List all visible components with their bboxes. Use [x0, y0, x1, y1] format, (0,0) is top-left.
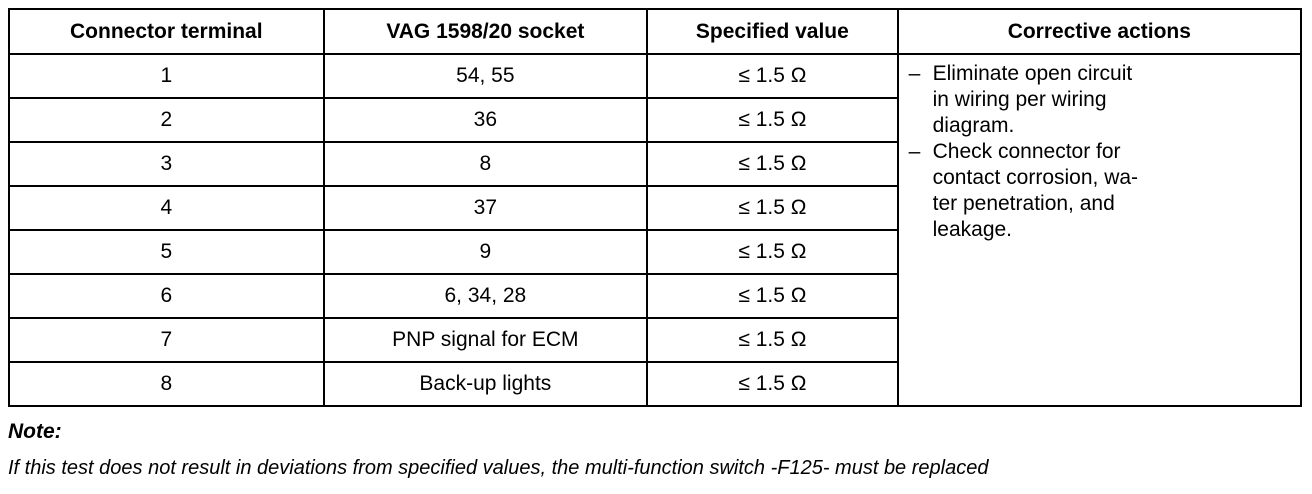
table-cell: 1	[8, 53, 325, 99]
action-line: leakage.	[932, 218, 1013, 241]
action-line: in wiring per wiring	[932, 88, 1107, 111]
table-cell: 37	[322, 185, 649, 231]
table-row: 7 PNP signal for ECM ≤ 1.5 Ω	[8, 317, 1301, 363]
actions-cell: Eliminate open circuit in wiring per wiri…	[896, 53, 1303, 407]
table-cell: 6, 34, 28	[322, 273, 649, 319]
action-line: diagram.	[932, 114, 1015, 137]
table-cell: 5	[8, 229, 325, 275]
header-cell: VAG 1598/20 socket	[322, 8, 649, 55]
table-cell: Back-up lights	[322, 361, 649, 407]
table-cell: ≤ 1.5 Ω	[646, 229, 899, 275]
action-line: Eliminate open circuit	[932, 62, 1133, 85]
action-line: Check connector for	[932, 140, 1121, 163]
table-cell: ≤ 1.5 Ω	[646, 317, 899, 363]
header-cell: Connector terminal	[8, 8, 325, 55]
table-cell: 3	[8, 141, 325, 187]
header-row: Connector terminal VAG 1598/20 socket Spec…	[8, 8, 1303, 55]
table-row: 5 9 ≤ 1.5 Ω	[8, 229, 1301, 275]
action-line: contact corrosion, wa-	[932, 166, 1139, 189]
note-title: Note:	[8, 420, 62, 443]
data-table: Connector terminal VAG 1598/20 socket Spec…	[8, 8, 1303, 407]
table-cell: 6	[8, 273, 325, 319]
table-cell: 8	[8, 361, 325, 407]
table-row: 8 Back-up lights ≤ 1.5 Ω	[8, 361, 1301, 407]
table-cell: ≤ 1.5 Ω	[646, 273, 899, 319]
header-cell: Specified value	[646, 8, 899, 55]
table-cell: 4	[8, 185, 325, 231]
table-cell: 54, 55	[322, 53, 649, 99]
table-cell: ≤ 1.5 Ω	[646, 185, 899, 231]
table-cell: PNP signal for ECM	[322, 317, 649, 363]
table-cell: 9	[322, 229, 649, 275]
table-row: 2 36 ≤ 1.5 Ω	[8, 97, 1301, 143]
table-cell: ≤ 1.5 Ω	[646, 97, 899, 143]
action-item: Check connector for contact corrosion, wa…	[907, 139, 1292, 243]
table-cell: ≤ 1.5 Ω	[646, 53, 899, 99]
note-text: If this test does not result in deviatio…	[8, 457, 989, 479]
table-row: 4 37 ≤ 1.5 Ω	[8, 185, 1301, 231]
header-cell: Corrective actions	[896, 8, 1303, 55]
table-cell: 36	[322, 97, 649, 143]
table-row: 3 8 ≤ 1.5 Ω	[8, 141, 1301, 187]
action-item: Eliminate open circuit in wiring per wiri…	[907, 61, 1292, 139]
table-cell: 7	[8, 317, 325, 363]
table-cell: ≤ 1.5 Ω	[646, 141, 899, 187]
table-cell: ≤ 1.5 Ω	[646, 361, 899, 407]
table-cell: 2	[8, 97, 325, 143]
table-cell: 8	[322, 141, 649, 187]
action-line: ter penetration, and	[932, 192, 1115, 215]
table-row: 6 6, 34, 28 ≤ 1.5 Ω	[8, 273, 1301, 319]
